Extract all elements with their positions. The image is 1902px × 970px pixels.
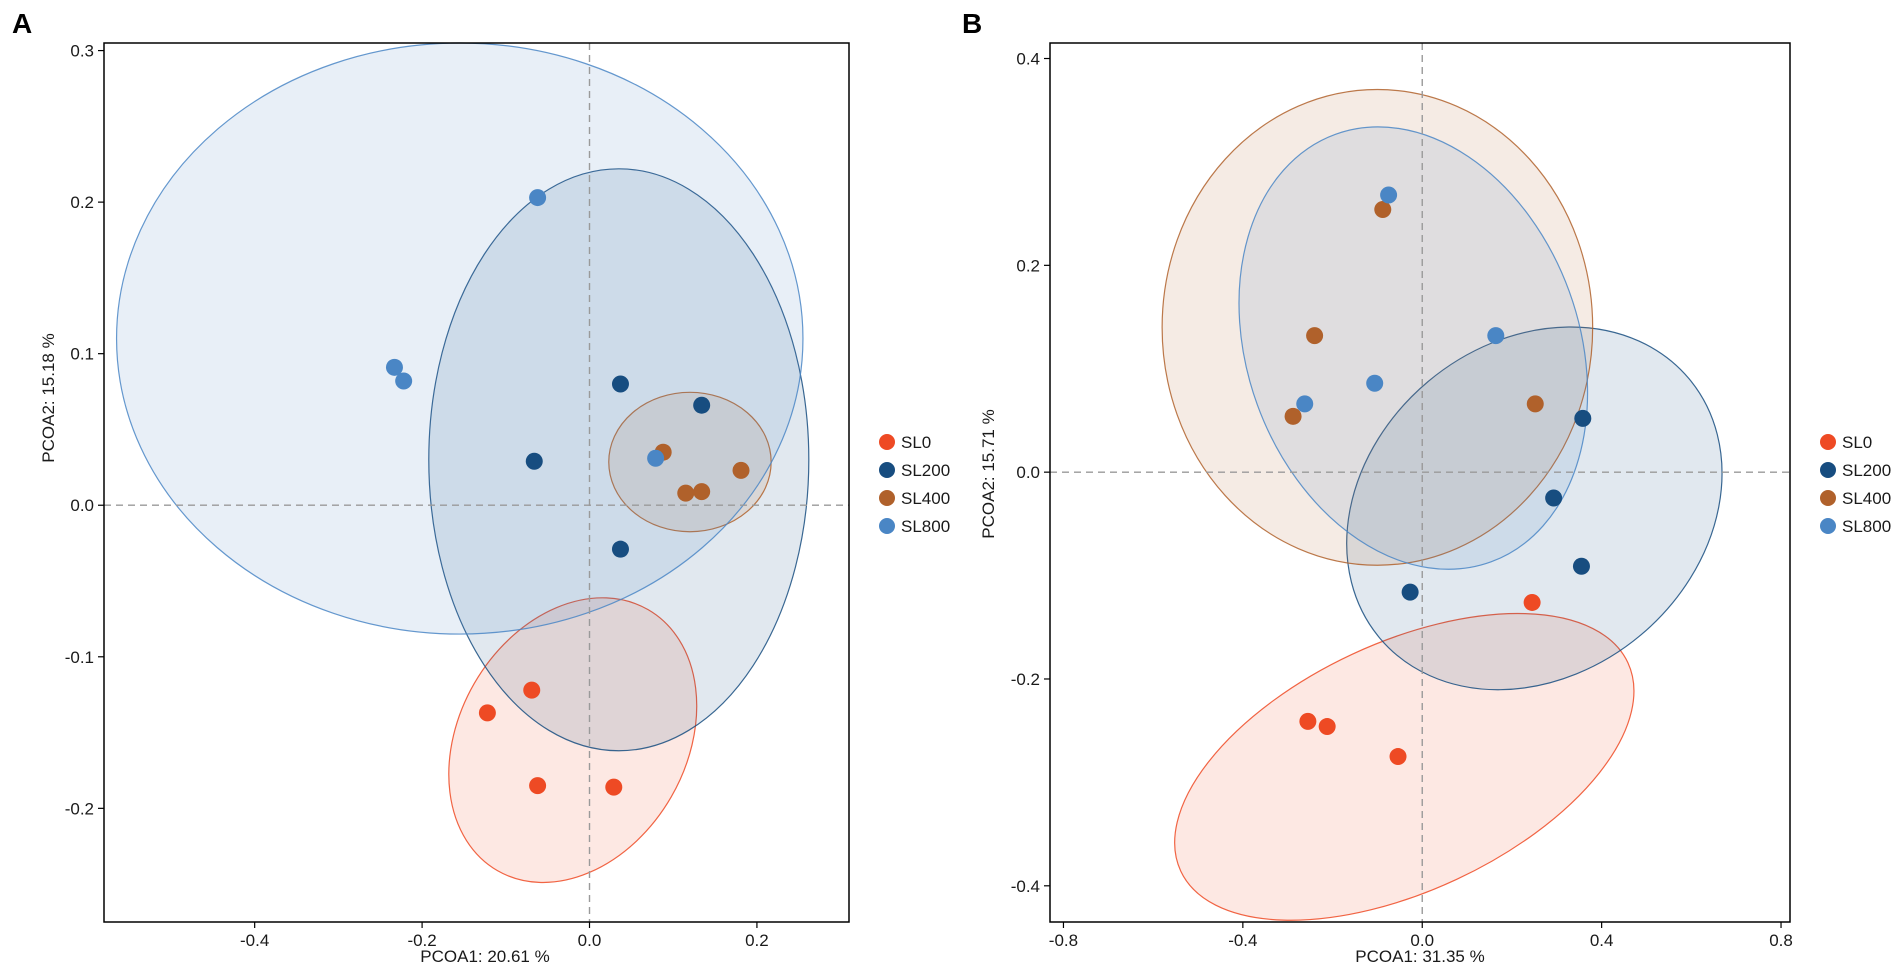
panel-b-point-sl200-4	[1574, 409, 1592, 427]
legend-a-label-sl200: SL200	[901, 461, 950, 480]
panel-a-point-sl400-3	[693, 483, 711, 501]
panel-b-zero-lines	[1050, 43, 1790, 922]
panel-b-x-tick-label: 0.8	[1769, 931, 1793, 950]
panel-b-point-sl200-3	[1572, 557, 1590, 575]
legend-b-label-sl200: SL200	[1842, 461, 1891, 480]
panel-a-point-sl800-1	[529, 189, 547, 207]
panel-b-ellipse-sl200	[1346, 326, 1723, 691]
panel-b-label: B	[962, 8, 982, 39]
legend-a-marker-sl400	[879, 490, 895, 506]
panel-a-ellipse-sl0	[448, 597, 698, 884]
panel-b-point-sl200-1	[1401, 583, 1419, 601]
panel-b-ellipses	[1161, 88, 1723, 921]
panel-a-axes: -0.4 -0.2 0.0 0.2 -0.2 -0.1 0.0 0.1 0.2 0.3	[65, 42, 850, 950]
panel-a-x-tick-label: 0.2	[745, 931, 769, 950]
panel-a-point-sl200-3	[693, 396, 711, 414]
panel-b-x-tick-label: -0.4	[1228, 931, 1257, 950]
panel-b-y-tick-label: 0.4	[1016, 50, 1040, 69]
panel-b-point-sl400-2	[1306, 327, 1324, 345]
panel-b-x-tick-label: -0.8	[1049, 931, 1078, 950]
panel-a-ellipse-sl800	[115, 42, 804, 635]
panel-a-point-sl800-2	[385, 358, 403, 376]
panel-a-point-sl200-1	[525, 452, 543, 470]
panel-b-axes: -0.8 -0.4 0.0 0.4 0.8 -0.4 -0.2 0.0 0.2 0.4	[1011, 42, 1793, 950]
legend-b-marker-sl400	[1820, 490, 1836, 506]
panel-a-label: A	[12, 8, 32, 39]
panel-a-y-tick-label: 0.1	[70, 345, 94, 364]
panel-b-x-tick-label: 0.4	[1590, 931, 1614, 950]
panel-a-point-sl0-1	[478, 704, 496, 722]
panel-a-ellipses	[115, 42, 810, 884]
panel-b-y-tick-label: 0.2	[1016, 256, 1040, 275]
panel-b-y-tick-label: -0.4	[1011, 877, 1040, 896]
panel-a-point-sl400-4	[732, 461, 750, 479]
panel-a-x-axis-label: PCOA1: 20.61 %	[420, 947, 549, 966]
panel-b-y-tick-label: 0.0	[1016, 463, 1040, 482]
panel-a-point-sl0-4	[605, 778, 623, 796]
panel-a-y-tick-label: -0.1	[65, 648, 94, 667]
panel-a-y-tick-label: 0.2	[70, 193, 94, 212]
panel-b-point-sl200-2	[1545, 489, 1563, 507]
panel-b-y-axis-label: PCOA2: 15.71 %	[979, 409, 998, 538]
legend-panel-a: SL0 SL200 SL400 SL800	[879, 433, 950, 536]
panel-a-y-tick-label: 0.0	[70, 496, 94, 515]
panel-a-plot-frame	[103, 42, 850, 923]
legend-panel-b: SL0 SL200 SL400 SL800	[1820, 433, 1891, 536]
legend-b-marker-sl800	[1820, 518, 1836, 534]
panel-b-plot-frame	[1049, 42, 1791, 923]
legend-b-label-sl400: SL400	[1842, 489, 1891, 508]
panel-b-ellipse-sl0	[1174, 612, 1635, 921]
panel-a: A -0.4 -0.2 0.0 0.2 -0.2 -0.1 0.0 0.1 0.2 0.3 PCO…	[12, 8, 850, 966]
panel-a-point-sl800-4	[647, 449, 665, 467]
legend-a-label-sl800: SL800	[901, 517, 950, 536]
panel-b-points	[1284, 186, 1592, 766]
legend-a-label-sl0: SL0	[901, 433, 931, 452]
panel-b-ellipse-sl800	[1238, 126, 1589, 570]
legend-a-label-sl400: SL400	[901, 489, 950, 508]
panel-b-point-sl0-2	[1318, 718, 1336, 736]
panel-b-x-axis-label: PCOA1: 31.35 %	[1355, 947, 1484, 966]
legend-a-marker-sl200	[879, 462, 895, 478]
panel-a-x-tick-label: -0.2	[407, 931, 436, 950]
panel-b-point-sl0-1	[1299, 712, 1317, 730]
panel-a-zero-lines	[104, 43, 849, 922]
panel-a-y-tick-label: 0.3	[70, 42, 94, 61]
panel-b: B -0.8 -0.4 0.0 0.4 0.8 -0.4 -0.2 0.0 0.2 0.4 PCO…	[962, 8, 1793, 966]
panel-a-point-sl0-3	[529, 777, 547, 795]
panel-a-y-axis-label: PCOA2: 15.18 %	[39, 333, 58, 462]
panel-b-y-tick-label: -0.2	[1011, 670, 1040, 689]
panel-b-point-sl800-4	[1487, 327, 1505, 345]
panel-a-point-sl800-3	[395, 372, 413, 390]
panel-b-point-sl800-3	[1366, 374, 1384, 392]
legend-b-marker-sl0	[1820, 434, 1836, 450]
panel-b-point-sl400-1	[1374, 200, 1392, 218]
panel-a-points	[385, 189, 750, 796]
panel-a-x-tick-label: 0.0	[578, 931, 602, 950]
panel-a-point-sl400-2	[677, 484, 695, 502]
panel-b-point-sl800-1	[1380, 186, 1398, 204]
panel-b-point-sl400-4	[1526, 395, 1544, 413]
panel-b-x-tick-label: 0.0	[1410, 931, 1434, 950]
panel-a-y-tick-label: -0.2	[65, 799, 94, 818]
panel-a-x-tick-label: -0.4	[240, 931, 269, 950]
legend-a-marker-sl0	[879, 434, 895, 450]
panel-a-ellipse-sl200	[428, 168, 810, 752]
legend-b-label-sl0: SL0	[1842, 433, 1872, 452]
panel-a-point-sl0-2	[523, 681, 541, 699]
legend-a-marker-sl800	[879, 518, 895, 534]
panel-b-point-sl400-3	[1284, 407, 1302, 425]
legend-b-label-sl800: SL800	[1842, 517, 1891, 536]
panel-a-point-sl200-4	[611, 540, 629, 558]
panel-b-point-sl800-2	[1296, 395, 1314, 413]
panel-b-point-sl0-3	[1389, 748, 1407, 766]
panel-b-point-sl0-4	[1523, 593, 1541, 611]
panel-b-ellipse-sl400	[1161, 88, 1594, 566]
panel-a-point-sl200-2	[611, 375, 629, 393]
legend-b-marker-sl200	[1820, 462, 1836, 478]
